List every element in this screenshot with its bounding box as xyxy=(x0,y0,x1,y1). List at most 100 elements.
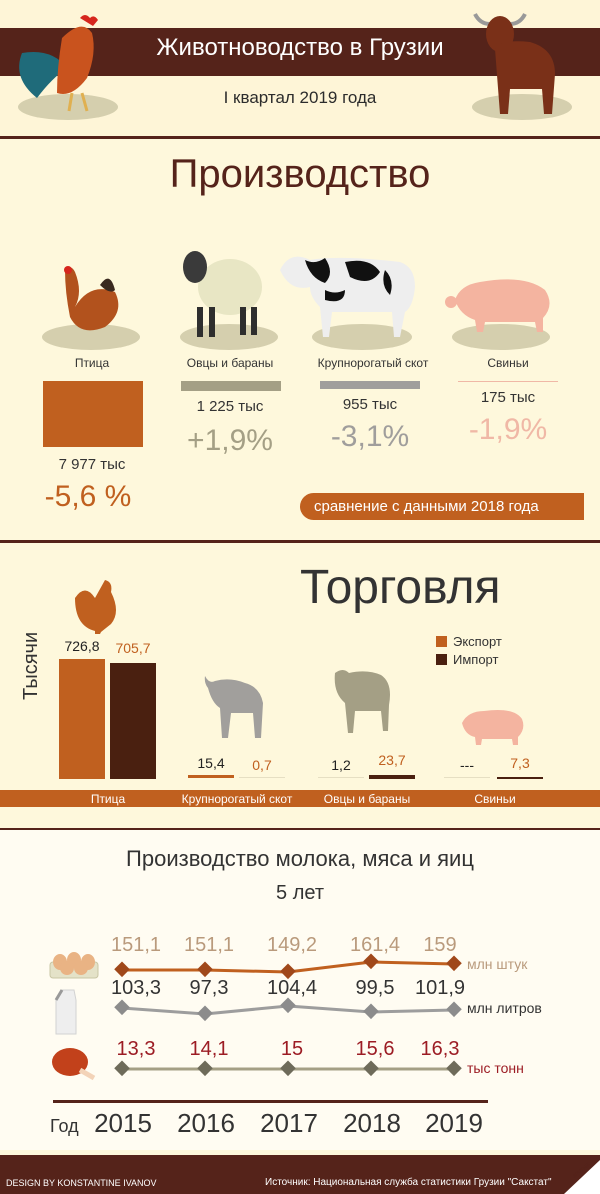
production-label-pigs: Свиньи xyxy=(487,356,529,370)
trade-value-sheep-import: 23,7 xyxy=(378,752,406,768)
production-change-poultry: -5,6 % xyxy=(44,480,132,513)
divider xyxy=(0,540,600,543)
trade-bar-cattle-import xyxy=(239,777,285,778)
meat-value-2019: 16,3 xyxy=(420,1038,460,1060)
bull-icon xyxy=(473,13,555,114)
milk-carton-icon xyxy=(54,989,77,1035)
year-axis xyxy=(53,1100,488,1103)
milk-section xyxy=(0,830,600,1150)
rooster-icon xyxy=(19,15,98,112)
rooster-shadow xyxy=(18,94,118,120)
legend-label-export: Экспорт xyxy=(453,634,502,649)
production-change-pigs: -1,9% xyxy=(468,413,548,446)
rooster-silhouette-icon xyxy=(75,580,116,634)
eggs-value-2019: 159 xyxy=(423,934,457,956)
trade-y-axis-label: Тысячи xyxy=(20,631,42,700)
trade-category-sheep: Овцы и бараны xyxy=(323,792,411,806)
comparison-note: сравнение с данными 2018 года xyxy=(300,493,584,520)
meat-value-2016: 14,1 xyxy=(189,1038,229,1060)
milk-value-2016: 97,3 xyxy=(189,977,229,999)
legend-label-import: Импорт xyxy=(453,652,499,667)
trade-bar-sheep-export xyxy=(318,777,364,778)
trade-bar-cattle-export xyxy=(188,775,234,778)
year-2019: 2019 xyxy=(425,1108,483,1138)
pig-icon xyxy=(445,279,550,332)
source-note: Источник: Национальная служба статистики… xyxy=(265,1177,552,1188)
milk-title: Производство молока, мяса и яиц xyxy=(126,846,474,871)
eggs-icon xyxy=(49,952,99,979)
milk-unit: млн литров xyxy=(467,1000,542,1016)
eggs-value-2016: 151,1 xyxy=(183,934,235,956)
page-subtitle: I квартал 2019 года xyxy=(223,88,377,107)
milk-value-2015: 103,3 xyxy=(110,977,162,999)
trade-bar-sheep-import xyxy=(369,775,415,779)
meat-value-2015: 13,3 xyxy=(116,1038,156,1060)
cow-icon xyxy=(280,256,415,337)
trade-category-band xyxy=(0,790,600,807)
trade-value-cattle-import: 0,7 xyxy=(252,757,272,773)
milk-value-2018: 99,5 xyxy=(355,977,395,999)
page-title: Животноводство в Грузии xyxy=(156,34,444,61)
pig-shadow xyxy=(452,324,550,350)
production-value-sheep: 1 225 тыс xyxy=(196,398,264,415)
production-title: Производство xyxy=(169,152,431,196)
production-value-cattle: 955 тыс xyxy=(342,396,398,413)
trade-value-cattle-export: 15,4 xyxy=(197,755,225,771)
production-bar-poultry xyxy=(43,381,143,447)
trade-bar-pigs-export xyxy=(444,777,490,778)
meat-drumstick-icon xyxy=(52,1048,96,1081)
production-line-chart xyxy=(114,953,462,1077)
production-label-cattle: Крупнорогатый скот xyxy=(317,356,429,370)
milk-value-2019: 101,9 xyxy=(414,977,466,999)
sheep-icon xyxy=(183,251,262,337)
divider xyxy=(0,828,600,831)
legend-swatch-import xyxy=(436,654,447,665)
trade-value-sheep-export: 1,2 xyxy=(331,757,351,773)
sheep-shadow xyxy=(180,324,278,350)
meat-value-2017: 15 xyxy=(280,1038,304,1060)
production-value-pigs: 175 тыс xyxy=(480,389,536,406)
trade-bar-pigs-import xyxy=(497,777,543,779)
trade-category-pigs: Свиньи xyxy=(474,792,516,806)
trade-value-poultry-import: 705,7 xyxy=(115,640,151,656)
year-2016: 2016 xyxy=(177,1108,235,1138)
year-2015: 2015 xyxy=(94,1108,152,1138)
eggs-value-2017: 149,2 xyxy=(266,934,318,956)
trade-bar-poultry-import xyxy=(110,663,156,779)
trade-bar-poultry-export xyxy=(59,659,105,779)
production-change-sheep: +1,9% xyxy=(187,424,273,457)
milk-value-2017: 104,4 xyxy=(266,977,318,999)
trade-value-pigs-export: --- xyxy=(460,757,474,773)
production-bar-pigs xyxy=(458,381,558,382)
production-bar-cattle xyxy=(320,381,420,389)
design-credit: DESIGN BY KONSTANTINE IVANOV xyxy=(6,1178,157,1188)
eggs-value-2015: 151,1 xyxy=(110,934,162,956)
milk-subtitle: 5 лет xyxy=(276,882,324,904)
meat-unit: тыс тонн xyxy=(467,1060,524,1076)
trade-value-poultry-export: 726,8 xyxy=(64,638,100,654)
production-value-poultry: 7 977 тыс xyxy=(58,456,126,473)
meat-value-2018: 15,6 xyxy=(355,1038,395,1060)
footer xyxy=(0,1155,600,1194)
production-change-cattle: -3,1% xyxy=(330,420,410,453)
trade-value-pigs-import: 7,3 xyxy=(510,755,530,771)
trade-category-cattle: Крупнорогатый скот xyxy=(181,792,293,806)
pig-silhouette-icon xyxy=(462,710,524,745)
production-label-sheep: Овцы и бараны xyxy=(186,356,274,370)
divider xyxy=(0,136,600,139)
production-bar-sheep xyxy=(181,381,281,391)
legend-swatch-export xyxy=(436,636,447,647)
eggs-value-2018: 161,4 xyxy=(349,934,401,956)
year-axis-label: Год xyxy=(50,1116,79,1136)
bull-shadow xyxy=(472,94,572,120)
sputnik-logo-icon: SPUTNIK xyxy=(564,1160,600,1194)
production-label-poultry: Птица xyxy=(74,356,110,370)
year-2018: 2018 xyxy=(343,1108,401,1138)
trade-title: Торговля xyxy=(300,561,501,614)
year-2017: 2017 xyxy=(260,1108,318,1138)
sheep-silhouette-icon xyxy=(334,670,390,733)
bull-silhouette-icon xyxy=(204,676,263,738)
trade-category-poultry: Птица xyxy=(90,792,126,806)
eggs-unit: млн штук xyxy=(467,956,528,972)
chicken-icon xyxy=(64,266,119,331)
